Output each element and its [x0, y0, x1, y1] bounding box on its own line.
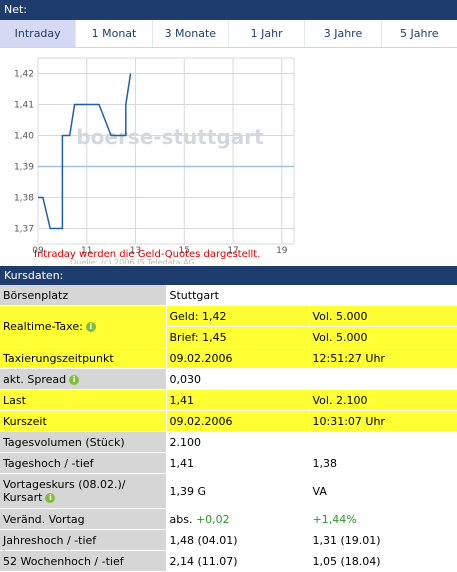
row-value: 2.100 — [166, 431, 457, 453]
y-tick-label: 1,37 — [14, 225, 34, 235]
table-row: Veränd. Vortag abs. +0,02 +1,44% — [0, 508, 457, 530]
row-value: 09.02.2006 — [166, 347, 310, 369]
y-tick-label: 1,40 — [14, 132, 34, 142]
row-label: Last — [0, 389, 167, 411]
row-value: 1,39 G — [166, 473, 310, 509]
x-tick-label: 13 — [130, 246, 141, 256]
chart-note: Intraday werden die Geld-Quotes dargeste… — [34, 249, 260, 260]
table-row: Vortageskurs (08.02.)/ Kursart i 1,39 G VA — [0, 473, 457, 509]
row-value: Geld: 1,42 — [166, 305, 310, 327]
timeframe-tabs: Intraday 1 Monat 3 Monate 1 Jahr 3 Jahre… — [0, 20, 457, 48]
value-change: +1,44% — [312, 512, 357, 526]
row-value: Brief: 1,45 — [166, 326, 310, 348]
info-icon[interactable]: i — [45, 493, 56, 503]
x-tick-label: 11 — [81, 246, 92, 256]
kursdaten-header: Kursdaten: — [0, 266, 457, 285]
row-label-text: Taxierungszeitpunkt — [3, 351, 114, 365]
y-tick-label: 1,41 — [14, 101, 34, 111]
row-label-text: Kurszeit — [3, 414, 47, 428]
row-value: 10:31:07 Uhr — [309, 410, 457, 432]
table-row: Börsenplatz Stuttgart — [0, 285, 457, 306]
row-value: +1,44% — [309, 508, 457, 530]
row-label: Jahreshoch / -tief — [0, 529, 167, 551]
row-value: 0,030 — [166, 368, 457, 390]
kursdaten-table: Börsenplatz Stuttgart Realtime-Taxe: i Geld:… — [0, 285, 457, 572]
table-row: Taxierungszeitpunkt 09.02.2006 12:51:27 Uh… — [0, 347, 457, 369]
x-tick-label: 09 — [32, 246, 44, 256]
tab-3-jahre[interactable]: 3 Jahre — [305, 20, 382, 47]
table-row: Last 1,41 Vol. 2.100 — [0, 389, 457, 411]
table-row: Brief: 1,45 Vol. 5.000 — [0, 326, 457, 348]
value-change: +0,02 — [195, 512, 230, 526]
row-value: 1,41 — [166, 452, 310, 474]
tab-1-jahr[interactable]: 1 Jahr — [229, 20, 306, 47]
panel-header: Net: — [0, 0, 457, 20]
price-series-line — [38, 73, 132, 230]
table-row: Realtime-Taxe: i Geld: 1,42 Vol. 5.000 — [0, 305, 457, 348]
tab-1-monat[interactable]: 1 Monat — [76, 20, 153, 47]
row-label-text: Börsenplatz — [3, 288, 69, 302]
row-label: Tagesvolumen (Stück) — [0, 431, 167, 453]
row-label-text: 52 Wochenhoch / -tief — [3, 554, 124, 568]
row-value: 12:51:27 Uhr — [309, 347, 457, 369]
info-icon[interactable]: i — [85, 322, 96, 332]
value-prefix: abs. — [169, 512, 196, 526]
row-label: Tageshoch / -tief — [0, 452, 167, 474]
x-tick-label: 17 — [227, 246, 238, 256]
kursdaten-title: Kursdaten: — [4, 269, 64, 282]
table-row: Tagesvolumen (Stück) 2.100 — [0, 431, 457, 453]
row-label: Realtime-Taxe: i — [0, 305, 167, 348]
row-value: 1,48 (04.01) — [166, 529, 310, 551]
row-label-text: Veränd. Vortag — [3, 512, 85, 526]
row-value: 1,38 — [309, 452, 457, 474]
panel-title: Net: — [4, 3, 28, 16]
row-label: akt. Spread i — [0, 368, 167, 390]
row-value: Vol. 5.000 — [309, 326, 457, 348]
row-label: Taxierungszeitpunkt — [0, 347, 167, 369]
row-label-text: Last — [3, 393, 26, 407]
watermark: boerse-stuttgart — [76, 125, 264, 149]
row-label-text: akt. Spread — [3, 372, 67, 386]
chart-source: Quelle: (c) 2006 IS.Teledata AG — [70, 258, 195, 264]
table-row: 52 Wochenhoch / -tief 2,14 (11.07) 1,05 (1… — [0, 550, 457, 572]
x-tick-label: 19 — [276, 246, 288, 256]
table-row: Tageshoch / -tief 1,41 1,38 — [0, 452, 457, 474]
row-value: 09.02.2006 — [166, 410, 310, 432]
table-row: Kurszeit 09.02.2006 10:31:07 Uhr — [0, 410, 457, 432]
table-row: akt. Spread i 0,030 — [0, 368, 457, 390]
y-tick-label: 1,42 — [14, 70, 34, 80]
plot-area — [37, 57, 295, 245]
tab-5-jahre[interactable]: 5 Jahre — [400, 27, 439, 40]
row-label-text: Tagesvolumen (Stück) — [3, 435, 125, 449]
row-label-text: Realtime-Taxe: — [3, 320, 83, 333]
y-tick-label: 1,39 — [14, 163, 34, 173]
row-value: 1,31 (19.01) — [309, 529, 457, 551]
row-label: Vortageskurs (08.02.)/ Kursart i — [0, 473, 167, 509]
row-value: 1,41 — [166, 389, 310, 411]
intraday-chart: 1,37 1,38 1,39 1,40 1,41 1,42 09 11 13 15 17 19 boer… — [0, 48, 457, 264]
row-label: Veränd. Vortag — [0, 508, 167, 530]
row-label-text: Tageshoch / -tief — [3, 456, 94, 470]
tab-3-monate[interactable]: 3 Monate — [153, 20, 229, 47]
row-label-text: Vortageskurs (08.02.)/ Kursart — [3, 478, 126, 504]
row-label: Börsenplatz — [0, 285, 167, 306]
row-label-text: Jahreshoch / -tief — [3, 533, 97, 547]
row-value: VA — [309, 473, 457, 509]
x-tick-label: 15 — [179, 246, 190, 256]
row-value: 2,14 (11.07) — [166, 550, 310, 572]
row-label: 52 Wochenhoch / -tief — [0, 550, 167, 572]
chart-svg: 1,37 1,38 1,39 1,40 1,41 1,42 09 11 13 15 17 19 boer… — [14, 57, 295, 264]
row-value: Vol. 2.100 — [309, 389, 457, 411]
row-value: 1,05 (18.04) — [309, 550, 457, 572]
row-label: Kurszeit — [0, 410, 167, 432]
row-value: abs. +0,02 — [166, 508, 310, 530]
row-value: Stuttgart — [166, 285, 457, 306]
tab-intraday[interactable]: Intraday — [0, 20, 77, 47]
row-value: Vol. 5.000 — [309, 305, 457, 327]
y-tick-label: 1,38 — [14, 194, 34, 204]
info-icon[interactable]: i — [69, 374, 80, 385]
table-row: Jahreshoch / -tief 1,48 (04.01) 1,31 (19.0… — [0, 529, 457, 551]
